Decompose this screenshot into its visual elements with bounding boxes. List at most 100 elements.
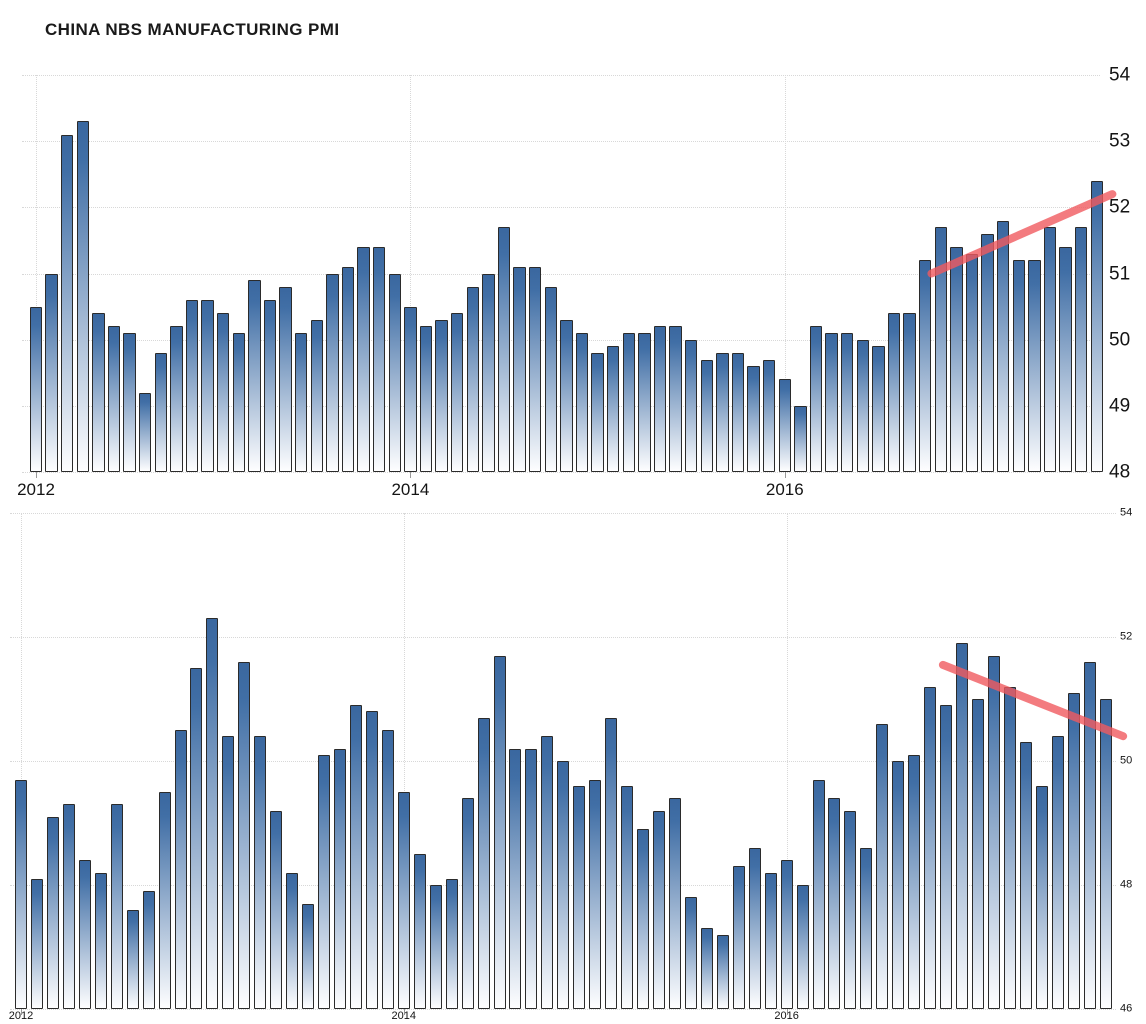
axis-tick (410, 472, 412, 478)
pmi-bar (1012, 260, 1026, 472)
pmi-bar (429, 885, 442, 1009)
pmi-bar (279, 286, 292, 472)
pmi-bar (477, 717, 490, 1009)
axis-tick (784, 472, 786, 478)
pmi-bar (965, 253, 979, 472)
pmi-bar (372, 247, 386, 472)
pmi-bar (357, 247, 370, 472)
pmi-bar (809, 326, 823, 472)
pmi-bar (887, 313, 901, 472)
pmi-bar (334, 748, 346, 1009)
gridline-y (22, 75, 1100, 76)
pmi-bar (206, 618, 219, 1009)
pmi-bar (461, 798, 474, 1009)
pmi-bar (1003, 686, 1016, 1009)
pmi-bar (560, 319, 573, 472)
pmi-bar (731, 352, 745, 472)
pmi-bar (92, 313, 105, 472)
pmi-bar (840, 333, 854, 472)
pmi-bar (780, 860, 793, 1009)
pmi-bar (222, 736, 235, 1009)
axis-tick (21, 1009, 22, 1015)
pmi-bar (589, 779, 602, 1009)
pmi-bar (1043, 227, 1057, 472)
pmi-bar (573, 785, 586, 1009)
pmi-bar (497, 227, 511, 472)
pmi-bar (286, 872, 299, 1009)
pmi-bar (381, 730, 394, 1009)
pmi-bar (924, 686, 937, 1009)
pmi-bar (142, 891, 155, 1009)
pmi-bar (525, 748, 538, 1009)
pmi-bar (794, 405, 807, 472)
gridline-y (22, 273, 1100, 275)
pmi-bar (270, 810, 283, 1009)
pmi-bar (934, 227, 948, 472)
pmi-bar (860, 847, 873, 1009)
pmi-bar (509, 748, 522, 1009)
y-tick-label: 46 (1120, 1002, 1133, 1015)
x-tick-label: 2016 (765, 480, 804, 499)
pmi-bar (876, 723, 889, 1009)
y-tick-label: 52 (1120, 630, 1133, 643)
pmi-bar (126, 909, 139, 1009)
y-tick-label: 54 (1120, 506, 1133, 519)
pmi-bar (302, 903, 315, 1009)
x-tick-label: 2012 (8, 1010, 34, 1022)
pmi-bar (294, 333, 308, 472)
pmi-bar (326, 273, 339, 472)
pmi-bar (764, 872, 777, 1009)
pmi-bar (892, 761, 905, 1009)
pmi-bar (30, 878, 43, 1009)
pmi-bar (263, 299, 277, 472)
pmi-bar (341, 266, 355, 472)
pmi-bar (15, 779, 27, 1009)
pmi-bar (466, 286, 480, 472)
pmi-bar (716, 934, 729, 1009)
gridline-y (10, 1009, 1116, 1010)
pmi-bar (622, 333, 636, 472)
pmi-bar (450, 313, 464, 472)
pmi-bar (388, 273, 402, 472)
pmi-bar (856, 339, 870, 472)
pmi-bar (638, 333, 651, 472)
pmi-bar (1051, 736, 1064, 1009)
pmi-bar (637, 829, 650, 1009)
pmi-bar (940, 705, 953, 1009)
pmi-bar (605, 717, 618, 1009)
chart-title: CHINA NBS MANUFACTURING PMI (45, 20, 340, 39)
x-tick-label: 2014 (391, 1010, 417, 1022)
gridline-y (22, 472, 1100, 473)
pmi-bar (844, 810, 857, 1009)
gridline-x (403, 513, 405, 1009)
pmi-bar (397, 792, 410, 1009)
pmi-bar (591, 352, 604, 472)
pmi-bar (60, 134, 74, 472)
pmi-bar (110, 804, 123, 1009)
pmi-bar (158, 792, 171, 1009)
pmi-bar (732, 866, 745, 1009)
gridline-y (10, 637, 1116, 638)
pmi-bar (62, 804, 75, 1009)
x-tick-label: 2012 (17, 480, 55, 499)
pmi-bar (778, 379, 792, 472)
pmi-bar (94, 872, 107, 1009)
pmi-bar (1059, 247, 1072, 472)
x-tick-label: 2016 (774, 1010, 799, 1022)
pmi-bar (404, 306, 417, 472)
pmi-bar (684, 897, 697, 1009)
pmi-bar (216, 313, 230, 472)
pmi-bar (76, 121, 90, 472)
pmi-bar (482, 273, 495, 472)
pmi-bar (190, 668, 203, 1009)
pmi-bar (796, 885, 809, 1009)
axis-tick (36, 472, 37, 478)
pmi-bar (46, 816, 59, 1009)
pmi-bar (996, 220, 1010, 472)
pmi-bar (621, 785, 634, 1009)
pmi-bar (748, 847, 761, 1009)
pmi-bar (653, 326, 667, 472)
pmi-bar (318, 754, 331, 1009)
pmi-bar (557, 761, 570, 1009)
